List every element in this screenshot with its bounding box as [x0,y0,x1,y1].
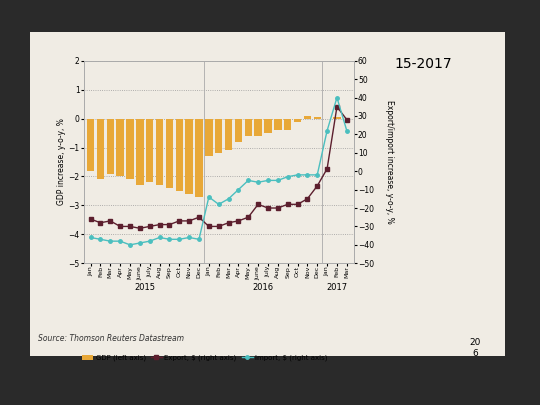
Bar [126,119,134,179]
Bar [176,119,183,191]
Bar [294,119,301,122]
Bar [106,119,114,174]
Bar [97,119,104,179]
Bar [166,119,173,188]
Bar [235,119,242,142]
Bar [205,119,213,156]
Text: 15-2017: 15-2017 [394,57,452,71]
Bar [156,119,163,185]
Y-axis label: Export/import increase, y-o-y, %: Export/import increase, y-o-y, % [385,100,394,224]
Bar [185,119,193,194]
Bar [146,119,153,182]
Bar [215,119,222,153]
Bar [274,119,281,130]
Text: 2015: 2015 [134,283,156,292]
Text: Source: Thomson Reuters Datastream: Source: Thomson Reuters Datastream [38,334,184,343]
Bar [195,119,202,197]
Text: 2017: 2017 [326,283,348,292]
Bar [303,116,311,119]
Bar [264,119,272,133]
Bar [245,119,252,136]
Legend: GDP (left axis), Export, $ (right axis), Import, $ (right axis): GDP (left axis), Export, $ (right axis),… [79,352,331,364]
Bar [254,119,262,136]
Bar [225,119,232,150]
Bar [284,119,292,130]
Bar [314,117,321,119]
Text: 20
6: 20 6 [469,338,481,358]
Bar [333,117,341,119]
Bar [87,119,94,171]
Text: 2016: 2016 [253,283,274,292]
Y-axis label: GDP increase, y-o-y, %: GDP increase, y-o-y, % [57,119,65,205]
Bar [117,119,124,177]
Bar [136,119,144,185]
